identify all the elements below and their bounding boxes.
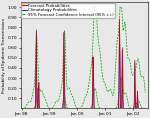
Bar [119, 19, 120, 108]
Bar [134, 102, 135, 108]
Bar [36, 30, 37, 108]
Y-axis label: Probability of Epidemic Transmission: Probability of Epidemic Transmission [2, 18, 6, 93]
Bar [63, 98, 64, 108]
Bar [118, 107, 119, 108]
Bar [93, 72, 94, 108]
Legend: Forecast Probabilities, Climatology Probabilities, 95% Forecast Confidence Inter: Forecast Probabilities, Climatology Prob… [21, 3, 115, 18]
Bar [122, 48, 123, 108]
Bar [137, 91, 138, 108]
Bar [92, 103, 93, 108]
Bar [135, 99, 136, 108]
Bar [38, 86, 39, 108]
Bar [64, 66, 65, 108]
Bar [120, 104, 121, 108]
Bar [35, 107, 36, 108]
